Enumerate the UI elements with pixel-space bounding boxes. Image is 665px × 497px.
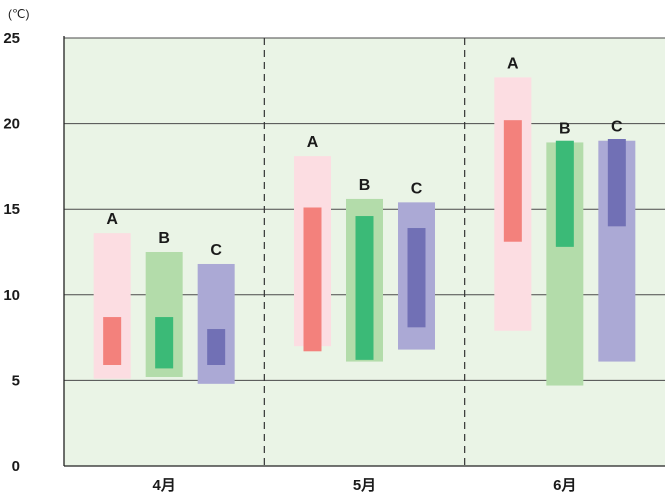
y-tick-label: 0	[12, 458, 20, 475]
x-tick-label: 4月	[152, 477, 175, 494]
bar-outer-C	[197, 263, 235, 384]
bar-inner-A	[103, 317, 122, 365]
x-tick-label: 5月	[353, 477, 376, 494]
y-tick-label: 5	[12, 372, 20, 389]
bar-label-C: C	[611, 119, 623, 136]
bar-inner-A	[503, 120, 522, 242]
bar-label-B: B	[158, 230, 170, 247]
bar-inner-C	[407, 228, 426, 328]
bar-inner-C	[207, 329, 226, 365]
y-tick-label: 10	[3, 287, 20, 304]
y-axis-unit: (℃)	[8, 7, 29, 21]
bar-inner-A	[303, 207, 322, 352]
bar-inner-B	[555, 140, 574, 247]
bars: A B C A B C A B C	[93, 55, 636, 386]
bar-label-B: B	[359, 177, 371, 194]
y-tick-label: 15	[3, 201, 20, 218]
bar-label-A: A	[507, 55, 519, 72]
y-tick-label: 25	[3, 30, 20, 47]
bar-label-A: A	[307, 134, 319, 151]
bar-label-C: C	[411, 180, 423, 197]
y-tick-label: 20	[3, 116, 20, 133]
bar-label-A: A	[106, 211, 118, 228]
bar-inner-B	[155, 317, 174, 369]
x-tick-label: 6月	[553, 477, 576, 494]
bar-inner-C	[607, 139, 626, 227]
bar-label-B: B	[559, 120, 571, 137]
bar-inner-B	[355, 216, 374, 360]
bar-label-C: C	[210, 242, 222, 259]
axes: 0 5 10 15 20 25 4月 5月 6月	[3, 30, 665, 494]
